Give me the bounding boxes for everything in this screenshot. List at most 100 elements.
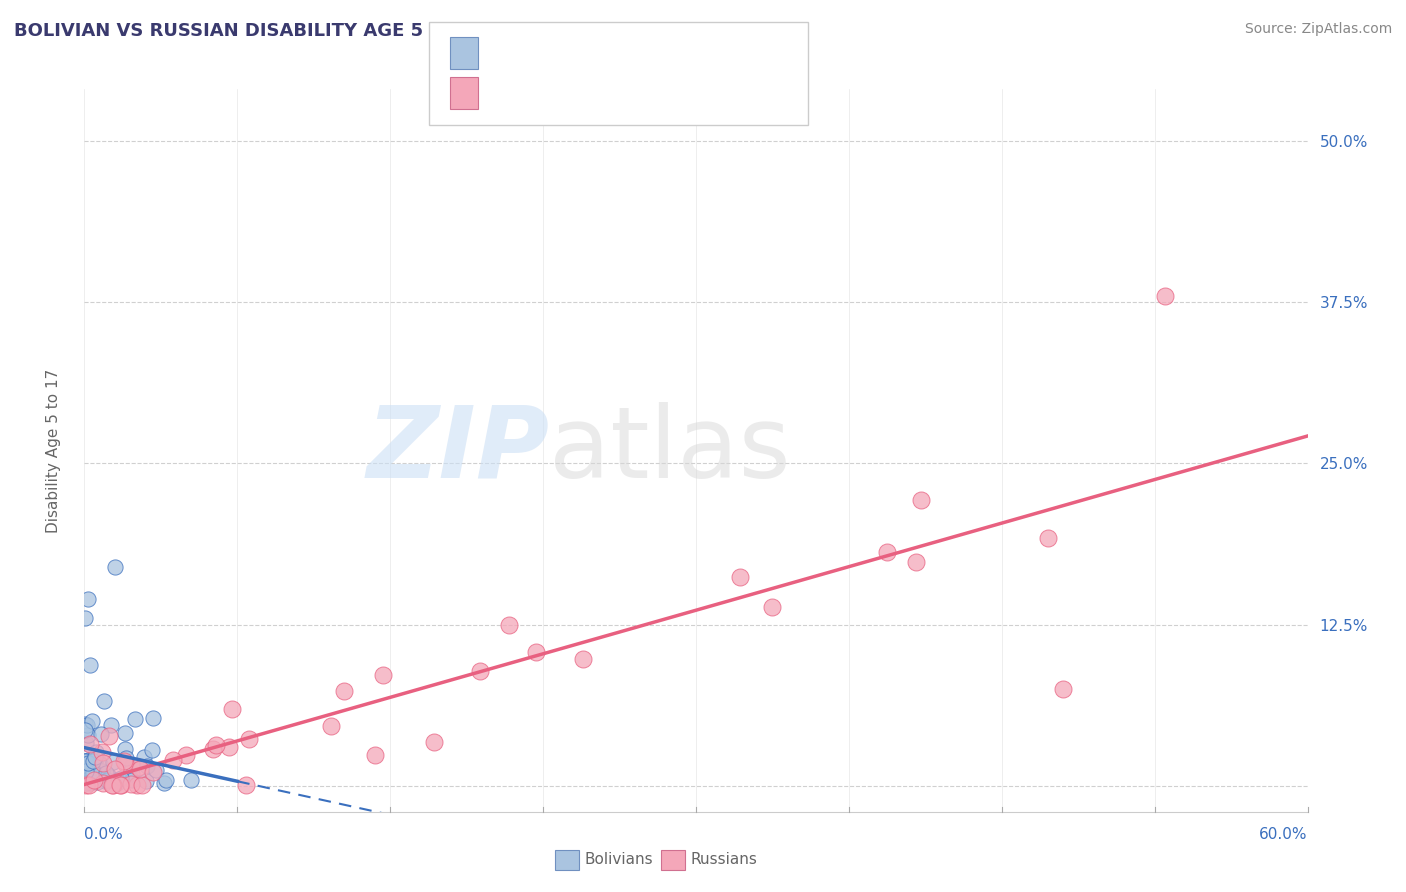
Text: Source: ZipAtlas.com: Source: ZipAtlas.com: [1244, 22, 1392, 37]
Point: [89, 756, 111, 771]
Point: [180, 773, 202, 788]
Point: [101, 755, 124, 769]
Point: [110, 778, 132, 792]
Point: [131, 778, 153, 792]
Point: [82, 764, 104, 778]
Point: [77, 778, 100, 792]
Point: [104, 762, 127, 776]
Point: [371, 668, 394, 682]
Point: [141, 743, 163, 757]
Point: [80, 768, 103, 782]
Point: [498, 617, 520, 632]
Point: [77, 756, 100, 770]
Point: [75, 755, 97, 769]
Point: [79, 738, 101, 752]
Point: [153, 776, 176, 790]
Point: [105, 776, 128, 790]
Point: [104, 559, 127, 574]
Point: [235, 778, 257, 792]
Point: [94, 773, 117, 788]
Text: R = 0.579   N = 46: R = 0.579 N = 46: [486, 85, 644, 103]
Point: [1036, 531, 1059, 545]
Point: [155, 773, 177, 788]
Point: [86, 749, 108, 764]
Point: [876, 545, 898, 559]
Point: [75, 611, 97, 625]
Point: [84, 745, 107, 759]
Point: [121, 773, 143, 788]
Point: [101, 778, 124, 792]
Point: [91, 775, 114, 789]
Point: [121, 767, 143, 781]
Point: [76, 771, 98, 785]
Text: Bolivians: Bolivians: [585, 853, 654, 867]
Point: [75, 754, 97, 768]
Point: [75, 758, 97, 772]
Point: [77, 763, 100, 777]
Point: [127, 760, 149, 774]
Point: [363, 747, 385, 762]
Point: [90, 727, 112, 741]
Point: [728, 570, 751, 584]
Point: [321, 719, 343, 733]
Point: [100, 718, 122, 732]
Point: [108, 778, 131, 792]
Point: [218, 739, 240, 754]
Point: [97, 768, 120, 782]
Point: [75, 717, 97, 731]
Point: [142, 764, 165, 779]
Text: Disability Age 5 to 17: Disability Age 5 to 17: [46, 368, 62, 533]
Text: 0.0%: 0.0%: [84, 827, 124, 842]
Point: [82, 771, 104, 785]
Point: [129, 762, 152, 776]
Point: [905, 555, 928, 569]
Point: [127, 778, 149, 792]
Point: [80, 762, 103, 776]
Point: [75, 723, 97, 737]
Point: [121, 758, 143, 772]
Point: [120, 777, 142, 791]
Text: R = 0.088   N = 68: R = 0.088 N = 68: [486, 45, 644, 62]
Point: [112, 754, 135, 768]
Point: [96, 765, 118, 780]
Point: [83, 749, 105, 764]
Point: [333, 683, 356, 698]
Text: atlas: atlas: [550, 402, 790, 499]
Point: [135, 759, 157, 773]
Point: [96, 772, 118, 787]
Point: [1052, 682, 1074, 697]
Point: [114, 756, 136, 770]
Point: [77, 728, 100, 742]
Point: [75, 776, 97, 790]
Point: [79, 771, 101, 785]
Point: [114, 725, 136, 739]
Point: [115, 751, 138, 765]
Point: [83, 772, 105, 787]
Point: [145, 763, 167, 777]
Point: [162, 753, 184, 767]
Point: [204, 739, 226, 753]
Point: [76, 717, 98, 731]
Point: [93, 694, 115, 708]
Point: [176, 747, 198, 762]
Point: [82, 765, 104, 780]
Text: 60.0%: 60.0%: [1260, 827, 1308, 842]
Point: [201, 742, 224, 756]
Point: [91, 745, 114, 759]
Point: [75, 778, 97, 792]
Point: [79, 759, 101, 773]
Text: Russians: Russians: [690, 853, 758, 867]
Point: [142, 711, 165, 725]
Point: [83, 756, 105, 771]
Point: [82, 755, 104, 769]
Text: BOLIVIAN VS RUSSIAN DISABILITY AGE 5 TO 17 CORRELATION CHART: BOLIVIAN VS RUSSIAN DISABILITY AGE 5 TO …: [14, 22, 710, 40]
Point: [82, 714, 104, 728]
Point: [1154, 288, 1177, 302]
Point: [524, 645, 547, 659]
Point: [468, 664, 491, 678]
Point: [76, 591, 98, 606]
Point: [572, 652, 595, 666]
Text: ZIP: ZIP: [366, 402, 550, 499]
Point: [135, 774, 157, 789]
Point: [79, 764, 101, 778]
